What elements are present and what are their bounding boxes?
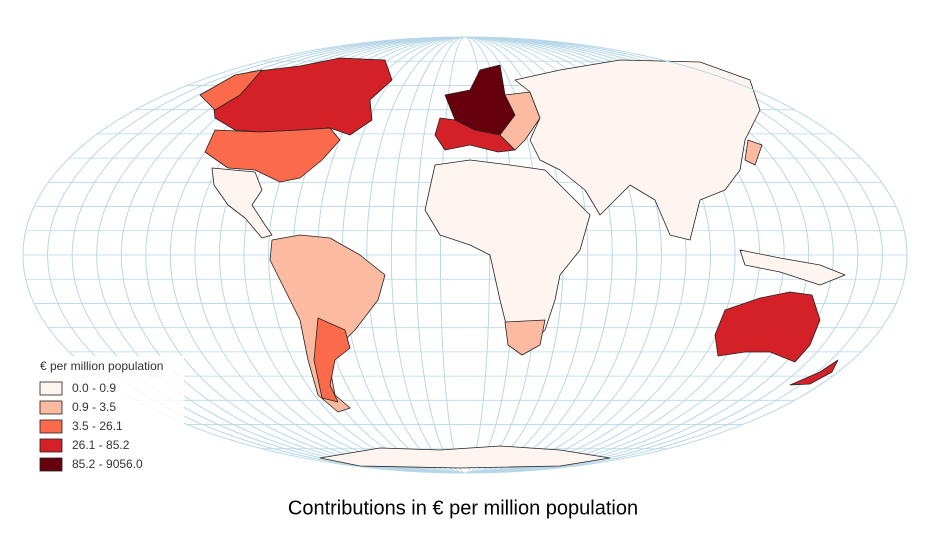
country bbox=[199, 69, 263, 111]
legend-background bbox=[34, 356, 184, 474]
legend-label: 0.9 - 3.5 bbox=[72, 400, 116, 414]
country bbox=[313, 317, 351, 403]
country bbox=[514, 59, 761, 241]
legend-swatch bbox=[39, 400, 63, 415]
country bbox=[504, 319, 546, 356]
country bbox=[204, 127, 341, 183]
country bbox=[424, 159, 591, 346]
legend-label: 26.1 - 85.2 bbox=[72, 438, 130, 452]
legend-label: 85.2 - 9056.0 bbox=[72, 457, 143, 471]
legend-swatch bbox=[39, 381, 63, 396]
legend-swatch bbox=[39, 438, 63, 453]
country bbox=[211, 167, 273, 239]
legend-label: 3.5 - 26.1 bbox=[72, 419, 123, 433]
countries bbox=[199, 57, 846, 469]
country bbox=[789, 359, 839, 386]
legend-swatch bbox=[39, 419, 63, 434]
country bbox=[434, 117, 516, 153]
country bbox=[714, 291, 821, 363]
legend-title: € per million population bbox=[40, 359, 163, 373]
legend-label: 0.0 - 0.9 bbox=[72, 381, 116, 395]
globe-outline bbox=[22, 36, 908, 474]
country bbox=[739, 249, 846, 286]
caption: Contributions in € per million populatio… bbox=[288, 497, 638, 519]
legend: € per million population 0.0 - 0.9 0.9 - … bbox=[34, 356, 184, 474]
country bbox=[211, 57, 393, 136]
legend-swatch bbox=[39, 457, 63, 472]
country bbox=[319, 445, 611, 469]
country bbox=[744, 139, 763, 166]
